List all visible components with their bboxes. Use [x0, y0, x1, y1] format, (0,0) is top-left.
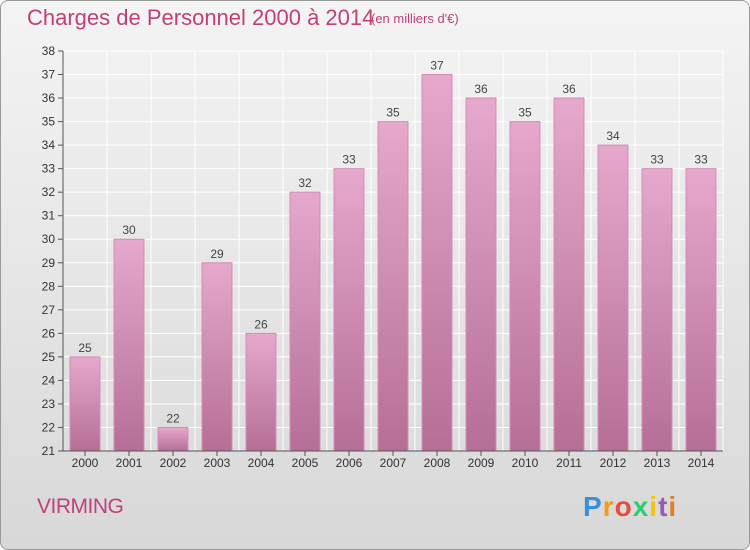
chart-subtitle: (en milliers d'€)	[371, 11, 459, 26]
value-label-2001: 30	[122, 223, 136, 237]
y-tick-label-34: 34	[42, 138, 56, 152]
value-label-2013: 33	[650, 153, 664, 167]
y-tick-label-35: 35	[42, 115, 56, 129]
bar-2003	[201, 262, 233, 452]
commune-name: VIRMING	[37, 495, 124, 518]
bar-2001	[113, 238, 145, 452]
bars: 25 30 22 29 26 32 33 35 37 36 35 36 34 33 33	[69, 59, 717, 452]
logo-letter: o	[614, 491, 633, 522]
bar-2007	[377, 121, 409, 452]
value-label-2003: 29	[210, 247, 224, 261]
value-label-2012: 34	[606, 129, 620, 143]
bar-2004	[245, 332, 277, 452]
value-label-2011: 36	[562, 82, 576, 96]
bar-2012	[597, 144, 629, 452]
value-label-2008: 37	[430, 59, 444, 73]
y-tick-label-23: 23	[42, 397, 56, 411]
y-tick-label-36: 36	[42, 91, 56, 105]
x-tick-label-2005: 2005	[292, 456, 319, 470]
x-tick-label-2002: 2002	[160, 456, 187, 470]
bar-2013	[641, 168, 673, 452]
y-tick-label-37: 37	[42, 68, 56, 82]
y-tick-label-33: 33	[42, 162, 56, 176]
y-tick-label-30: 30	[42, 232, 56, 246]
x-tick-label-2014: 2014	[688, 456, 715, 470]
value-label-2010: 35	[518, 106, 532, 120]
y-tick-label-26: 26	[42, 326, 56, 340]
x-tick-label-2007: 2007	[380, 456, 407, 470]
logo-letter: i	[668, 491, 678, 522]
value-label-2014: 33	[694, 153, 708, 167]
x-tick-label-2001: 2001	[116, 456, 143, 470]
bar-2002	[157, 426, 189, 452]
y-tick-label-21: 21	[42, 444, 56, 458]
value-label-2005: 32	[298, 176, 312, 190]
bar-2011	[553, 97, 585, 452]
y-tick-label-38: 38	[42, 44, 56, 58]
x-tick-label-2004: 2004	[248, 456, 275, 470]
y-tick-label-25: 25	[42, 350, 56, 364]
bar-2014	[685, 168, 717, 452]
x-tick-label-2003: 2003	[204, 456, 231, 470]
y-tick-label-24: 24	[42, 373, 56, 387]
logo-letter: r	[602, 491, 615, 522]
x-tick-label-2009: 2009	[468, 456, 495, 470]
bar-2006	[333, 168, 365, 452]
value-label-2004: 26	[254, 317, 268, 331]
x-tick-label-2006: 2006	[336, 456, 363, 470]
logo-letter: x	[632, 491, 650, 522]
bar-2010	[509, 121, 541, 452]
y-tick-label-29: 29	[42, 256, 56, 270]
y-tick-label-22: 22	[42, 420, 56, 434]
bar-2009	[465, 97, 497, 452]
x-tick-label-2008: 2008	[424, 456, 451, 470]
logo-letter: P	[583, 491, 603, 522]
bar-2008	[421, 74, 453, 452]
y-tick-label-32: 32	[42, 185, 56, 199]
logo-letter: t	[658, 491, 669, 522]
logo-letter: i	[649, 491, 659, 522]
x-tick-label-2012: 2012	[600, 456, 627, 470]
x-tick-label-2013: 2013	[644, 456, 671, 470]
bar-2000	[69, 356, 101, 452]
y-tick-label-27: 27	[42, 303, 56, 317]
x-tick-label-2010: 2010	[512, 456, 539, 470]
value-label-2007: 35	[386, 106, 400, 120]
value-label-2002: 22	[166, 411, 180, 425]
x-tick-label-2000: 2000	[72, 456, 99, 470]
value-label-2006: 33	[342, 153, 356, 167]
x-tick-label-2011: 2011	[556, 456, 582, 470]
bar-2005	[289, 191, 321, 452]
chart-title: Charges de Personnel 2000 à 2014	[27, 5, 375, 30]
y-tick-label-31: 31	[42, 209, 56, 223]
proxiti-logo: Proxiti	[583, 491, 677, 523]
value-label-2009: 36	[474, 82, 488, 96]
y-tick-label-28: 28	[42, 279, 56, 293]
axes: 21 22 23 24 25 26 27 28 29 30 31 32 33 34 35 36 37 38 2000…	[42, 44, 723, 470]
value-label-2000: 25	[78, 341, 92, 355]
